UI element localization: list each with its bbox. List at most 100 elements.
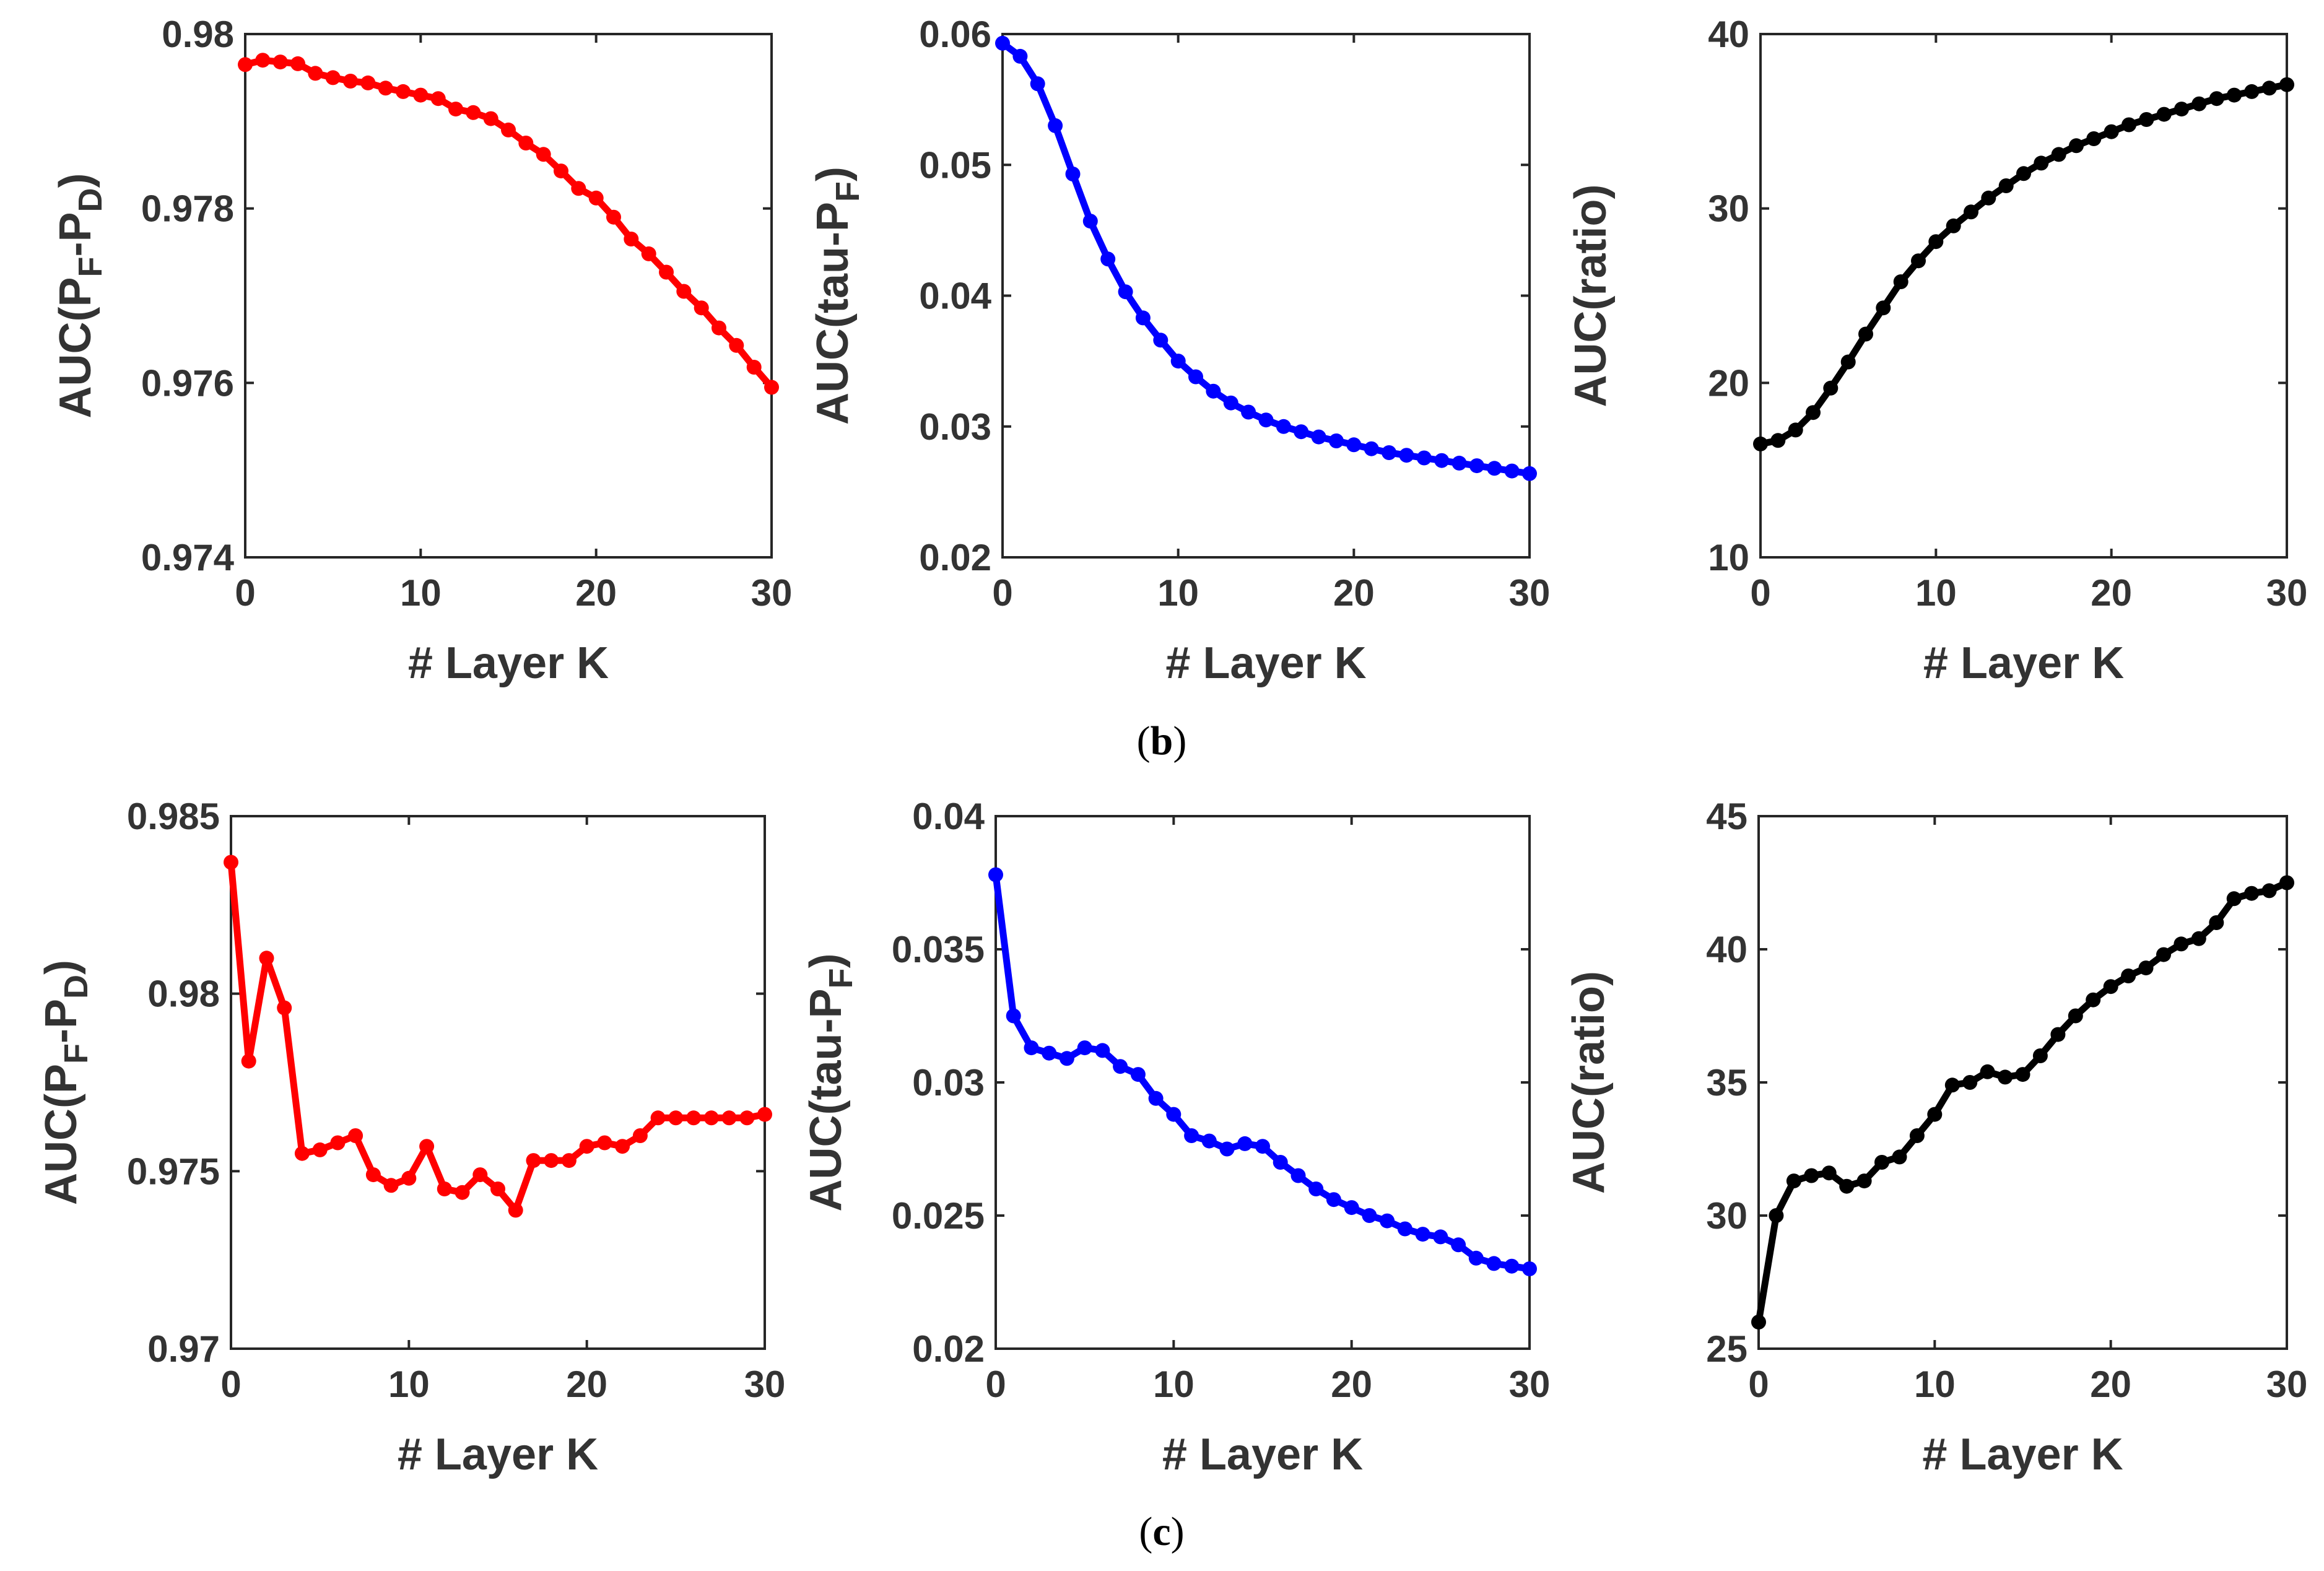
data-point	[1751, 1315, 1766, 1329]
data-point	[686, 1110, 702, 1126]
data-point	[1893, 274, 1908, 289]
data-point	[615, 1139, 630, 1154]
y-tick-label: 0.04	[919, 276, 991, 317]
x-tick-label: 0	[220, 1364, 241, 1405]
data-point	[1012, 48, 1028, 64]
data-point	[2209, 91, 2224, 107]
data-point	[1469, 458, 1484, 474]
data-point	[2138, 960, 2154, 976]
data-point	[2209, 915, 2224, 930]
data-point	[1769, 1208, 1784, 1223]
data-point	[518, 136, 534, 150]
data-point	[1522, 466, 1537, 481]
data-point	[1276, 419, 1291, 434]
y-axis-label: AUC(ratio)	[1566, 185, 1616, 407]
data-point	[2034, 155, 2049, 171]
data-point	[1415, 1227, 1430, 1242]
data-point	[1118, 284, 1133, 300]
data-point	[1946, 218, 1961, 233]
y-axis-label-text: AUC(P	[51, 277, 100, 418]
y-axis-label-text: )	[808, 167, 858, 181]
data-point	[1486, 1256, 1502, 1271]
y-tick-label: 0.975	[127, 1151, 220, 1192]
data-point	[1433, 1229, 1448, 1245]
x-tick-label: 0	[985, 1364, 1006, 1405]
data-point	[632, 1128, 648, 1143]
series-line	[992, 871, 1533, 1273]
chart-c-1: 0 10 20 30 0.97 0.975 0.98 0.985 # Layer K AUC(PF…	[37, 796, 785, 1479]
data-point	[360, 75, 376, 90]
data-point	[1344, 1200, 1359, 1216]
data-point	[1219, 1141, 1235, 1157]
y-axis-label: AUC(ratio)	[1564, 971, 1614, 1194]
data-point	[365, 1167, 381, 1183]
data-point	[1273, 1155, 1288, 1170]
y-tick-label: 40	[1706, 929, 1747, 970]
data-point	[2227, 87, 2242, 103]
chart-c-3: 0 10 20 30 25 30 35 40 45 # Layer K AUC(ratio)	[1564, 796, 2307, 1479]
data-point	[1980, 1064, 1995, 1079]
data-point	[1451, 1237, 1466, 1253]
series-line	[242, 56, 775, 391]
data-point	[746, 360, 762, 375]
data-point	[544, 1153, 559, 1168]
data-point	[2015, 1067, 2030, 1082]
y-axis-label-subscript: D	[58, 975, 95, 999]
y-axis-label-text: )	[51, 173, 100, 188]
data-point	[1188, 369, 1203, 385]
data-point	[2122, 117, 2136, 133]
y-axis-label-text: )	[801, 954, 851, 968]
data-point	[1255, 1139, 1270, 1154]
data-point	[1294, 424, 1309, 440]
data-point	[348, 1128, 363, 1143]
data-point	[2104, 124, 2119, 139]
data-point	[396, 84, 411, 99]
chart-c-2: 0 10 20 30 0.02 0.025 0.03 0.035 0.04 # Layer K AU…	[801, 796, 1550, 1479]
data-point	[2032, 1048, 2048, 1063]
data-point	[757, 1107, 772, 1122]
x-tick-label: 20	[1331, 1364, 1372, 1405]
plot-frame	[1759, 33, 2288, 559]
data-point	[1451, 455, 1467, 471]
data-point	[343, 74, 358, 89]
data-point	[694, 300, 709, 316]
data-point	[1326, 1192, 1341, 1208]
data-point	[1911, 253, 1926, 269]
series-line	[1755, 879, 2291, 1326]
y-axis-label-subscript: F	[822, 968, 860, 989]
data-point	[1786, 1173, 1801, 1189]
data-point	[2016, 166, 2031, 181]
data-point	[1821, 1165, 1837, 1181]
data-point	[2261, 883, 2277, 899]
x-tick-label: 30	[1509, 1364, 1551, 1405]
data-point	[1504, 463, 1520, 479]
data-point	[224, 855, 238, 870]
data-point	[606, 209, 621, 225]
data-point	[2156, 107, 2172, 122]
x-tick-label: 20	[1333, 572, 1375, 614]
plot-frame	[244, 33, 773, 559]
data-point	[1909, 1128, 1925, 1143]
data-point	[330, 1135, 346, 1151]
data-point	[1944, 1077, 1960, 1093]
data-point	[277, 1000, 292, 1016]
data-point	[1311, 429, 1326, 445]
y-axis-label-text: AUC(tau-P	[808, 202, 858, 425]
data-point	[290, 56, 305, 71]
data-point	[739, 1110, 755, 1126]
x-axis-label: # Layer K	[398, 1430, 598, 1479]
data-point	[1468, 1250, 1484, 1266]
data-point	[466, 105, 481, 120]
data-point	[1006, 1008, 1021, 1024]
data-point	[455, 1185, 470, 1200]
data-point	[508, 1203, 523, 1218]
data-point	[325, 70, 341, 85]
data-point	[703, 1110, 719, 1126]
data-point	[1504, 1258, 1520, 1274]
data-point	[1308, 1182, 1324, 1196]
data-point	[2244, 886, 2260, 901]
data-point	[2068, 1008, 2083, 1024]
y-tick-label: 30	[1706, 1195, 1747, 1237]
y-tick-label: 0.03	[912, 1062, 985, 1103]
data-point	[472, 1167, 488, 1183]
